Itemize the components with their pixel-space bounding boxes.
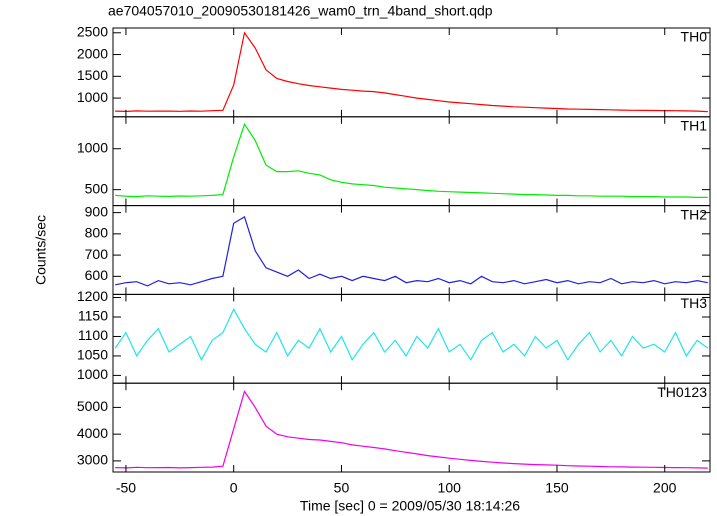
y-tick-label: 3000 xyxy=(77,452,108,468)
y-tick-label: 500 xyxy=(85,180,109,196)
y-tick-label: 1000 xyxy=(77,89,108,105)
y-tick-label: 2000 xyxy=(77,45,108,61)
y-tick-label: 1100 xyxy=(78,327,108,343)
panel-frame xyxy=(112,293,711,384)
y-axis-label: Counts/sec xyxy=(33,215,49,285)
y-tick-label: 1500 xyxy=(77,67,108,83)
x-tick-label: 100 xyxy=(438,480,462,496)
y-tick-label: 600 xyxy=(85,267,109,283)
panel-frame xyxy=(112,382,711,473)
panel-frame xyxy=(112,27,711,118)
x-tick-label: 150 xyxy=(545,480,569,496)
panel-label: TH1 xyxy=(681,118,708,134)
x-tick-label: 50 xyxy=(334,480,350,496)
x-axis-label: Time [sec] 0 = 2009/05/30 18:14:26 xyxy=(300,498,520,514)
panel-label: TH3 xyxy=(681,295,708,311)
x-tick-label: 0 xyxy=(230,480,238,496)
panel-label: TH2 xyxy=(681,206,708,222)
y-tick-label: 2500 xyxy=(77,23,108,39)
series-line xyxy=(115,122,708,198)
panel-label: TH0123 xyxy=(657,384,707,400)
panel-frame xyxy=(112,116,711,207)
series-line xyxy=(114,307,709,362)
y-tick-label: 5000 xyxy=(77,398,108,414)
y-tick-label: 1000 xyxy=(77,366,108,382)
chart-title: ae704057010_20090530181426_wam0_trn_4ban… xyxy=(108,3,493,19)
y-tick-label: 900 xyxy=(85,203,109,219)
y-tick-label: 1150 xyxy=(78,308,108,324)
y-tick-label: 4000 xyxy=(77,425,108,441)
series-line xyxy=(115,216,708,287)
x-tick-label: -50 xyxy=(116,480,136,496)
y-tick-label: 1050 xyxy=(77,347,108,363)
panel-label: TH0 xyxy=(681,29,708,45)
y-tick-label: 1000 xyxy=(77,139,108,155)
series-line xyxy=(115,389,708,469)
y-tick-label: 800 xyxy=(85,225,109,241)
y-tick-label: 700 xyxy=(85,246,109,262)
series-line xyxy=(115,31,708,113)
y-tick-label: 1200 xyxy=(77,288,108,304)
x-tick-label: 200 xyxy=(653,480,677,496)
